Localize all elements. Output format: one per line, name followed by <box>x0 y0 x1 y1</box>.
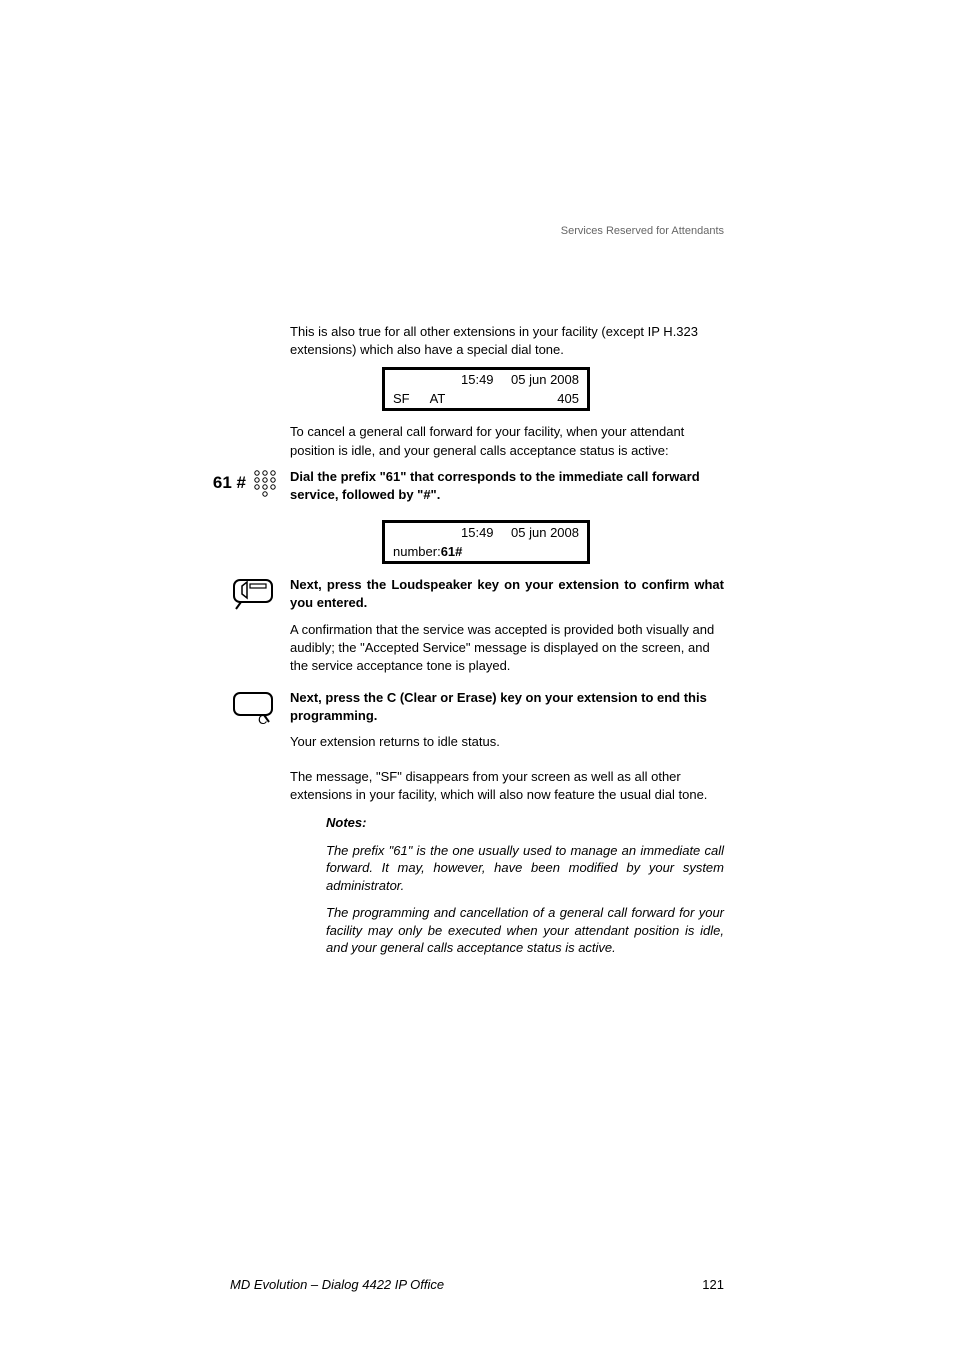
lcd2-label: number: <box>393 544 441 559</box>
lcd2-value: 61# <box>441 544 463 559</box>
section-header: Services Reserved for Attendants <box>561 225 724 237</box>
lcd1-date: 05 jun 2008 <box>511 372 579 387</box>
step3-body: Your extension returns to idle status. <box>290 733 724 751</box>
page-number: 121 <box>702 1277 724 1292</box>
lcd-display-1: 15:49 05 jun 2008 SF AT 405 <box>382 367 590 411</box>
clear-key-icon: C <box>228 689 278 729</box>
notes-p2: The programming and cancellation of a ge… <box>326 904 724 957</box>
step1-text: Dial the prefix "61" that corresponds to… <box>290 468 724 504</box>
notes-block: Notes: The prefix "61" is the one usuall… <box>326 814 724 957</box>
svg-text:C: C <box>258 712 267 727</box>
lcd1-left: SF <box>393 391 410 406</box>
step2-body: A confirmation that the service was acce… <box>290 621 724 676</box>
prefix-label: 61 # <box>213 473 246 493</box>
lcd-display-2: 15:49 05 jun 2008 number: 61# <box>382 520 590 564</box>
lcd1-time: 15:49 <box>441 372 511 387</box>
lcd2-date: 05 jun 2008 <box>511 525 579 540</box>
step2-title: Next, press the Loudspeaker key on your … <box>290 576 724 612</box>
cancel-paragraph: To cancel a general call forward for you… <box>290 423 724 459</box>
outro-paragraph: The message, "SF" disappears from your s… <box>290 768 724 804</box>
lcd2-time: 15:49 <box>441 525 511 540</box>
footer-title: MD Evolution – Dialog 4422 IP Office <box>230 1277 444 1292</box>
intro-paragraph: This is also true for all other extensio… <box>290 323 724 359</box>
notes-title: Notes: <box>326 814 724 832</box>
loudspeaker-icon <box>228 576 278 612</box>
lcd1-right: 405 <box>557 391 579 406</box>
step3-title: Next, press the C (Clear or Erase) key o… <box>290 689 724 725</box>
keypad-icon: 61 # <box>213 468 278 498</box>
lcd1-mid: AT <box>410 391 558 406</box>
notes-p1: The prefix "61" is the one usually used … <box>326 842 724 895</box>
